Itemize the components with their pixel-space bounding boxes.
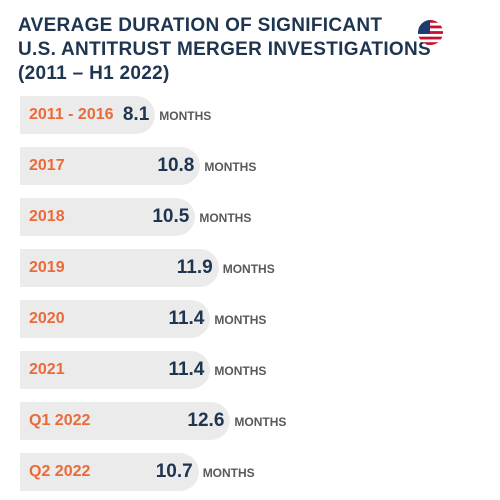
bar <box>20 147 201 185</box>
value-label: 12.6 <box>187 410 225 431</box>
unit-label: MONTHS <box>234 415 287 429</box>
value-label: 8.1 <box>122 104 150 125</box>
category-label: 2021 <box>29 361 65 378</box>
category-label: Q1 2022 <box>29 412 91 429</box>
flag-stripe <box>418 20 443 23</box>
bar <box>20 402 231 440</box>
bar <box>20 300 211 338</box>
title-line-1: AVERAGE DURATION OF SIGNIFICANT <box>18 15 383 36</box>
value-label: 11.4 <box>168 359 205 380</box>
flag-canton <box>418 20 430 34</box>
bar <box>20 453 199 491</box>
bar <box>20 249 219 287</box>
flag-stripe <box>418 36 443 40</box>
unit-label: MONTHS <box>214 313 267 327</box>
unit-label: MONTHS <box>204 160 257 174</box>
flag-stripe <box>418 31 443 34</box>
bar-row: 2018 10.5 MONTHS <box>20 198 490 236</box>
unit-label: MONTHS <box>222 262 275 276</box>
title-line-2: U.S. ANTITRUST MERGER INVESTIGATIONS <box>18 39 431 60</box>
us-flag-icon <box>418 20 443 45</box>
bar <box>20 198 196 236</box>
unit-label: MONTHS <box>199 211 252 225</box>
title-line-3: (2011 – H1 2022) <box>18 63 170 84</box>
bar-row: 2011 - 2016 8.1 MONTHS <box>20 96 490 134</box>
category-label: 2020 <box>29 310 65 327</box>
bar <box>20 351 211 389</box>
value-label: 11.9 <box>176 257 213 278</box>
value-label: 10.7 <box>155 461 193 482</box>
unit-label: MONTHS <box>159 109 212 123</box>
flag-stripe <box>418 25 443 29</box>
chart-title: AVERAGE DURATION OF SIGNIFICANT U.S. ANT… <box>18 14 431 86</box>
value-label: 10.5 <box>152 206 190 227</box>
unit-label: MONTHS <box>214 364 267 378</box>
flag-stripe <box>418 42 443 45</box>
bar-row: 2019 11.9 MONTHS <box>20 249 490 287</box>
value-label: 10.8 <box>157 155 195 176</box>
bar-row: 2017 10.8 MONTHS <box>20 147 490 185</box>
category-label: 2018 <box>29 208 65 225</box>
bar-row: Q1 2022 12.6 MONTHS <box>20 402 490 440</box>
value-label: 11.4 <box>168 308 205 329</box>
bar-row: 2020 11.4 MONTHS <box>20 300 490 338</box>
unit-label: MONTHS <box>202 466 255 480</box>
bar-row: 2021 11.4 MONTHS <box>20 351 490 389</box>
bar-row: Q2 2022 10.7 MONTHS <box>20 453 490 491</box>
bar <box>20 96 156 134</box>
category-label: 2019 <box>29 259 65 276</box>
category-label: Q2 2022 <box>29 463 91 480</box>
category-label: 2011 - 2016 <box>29 106 114 123</box>
category-label: 2017 <box>29 157 65 174</box>
